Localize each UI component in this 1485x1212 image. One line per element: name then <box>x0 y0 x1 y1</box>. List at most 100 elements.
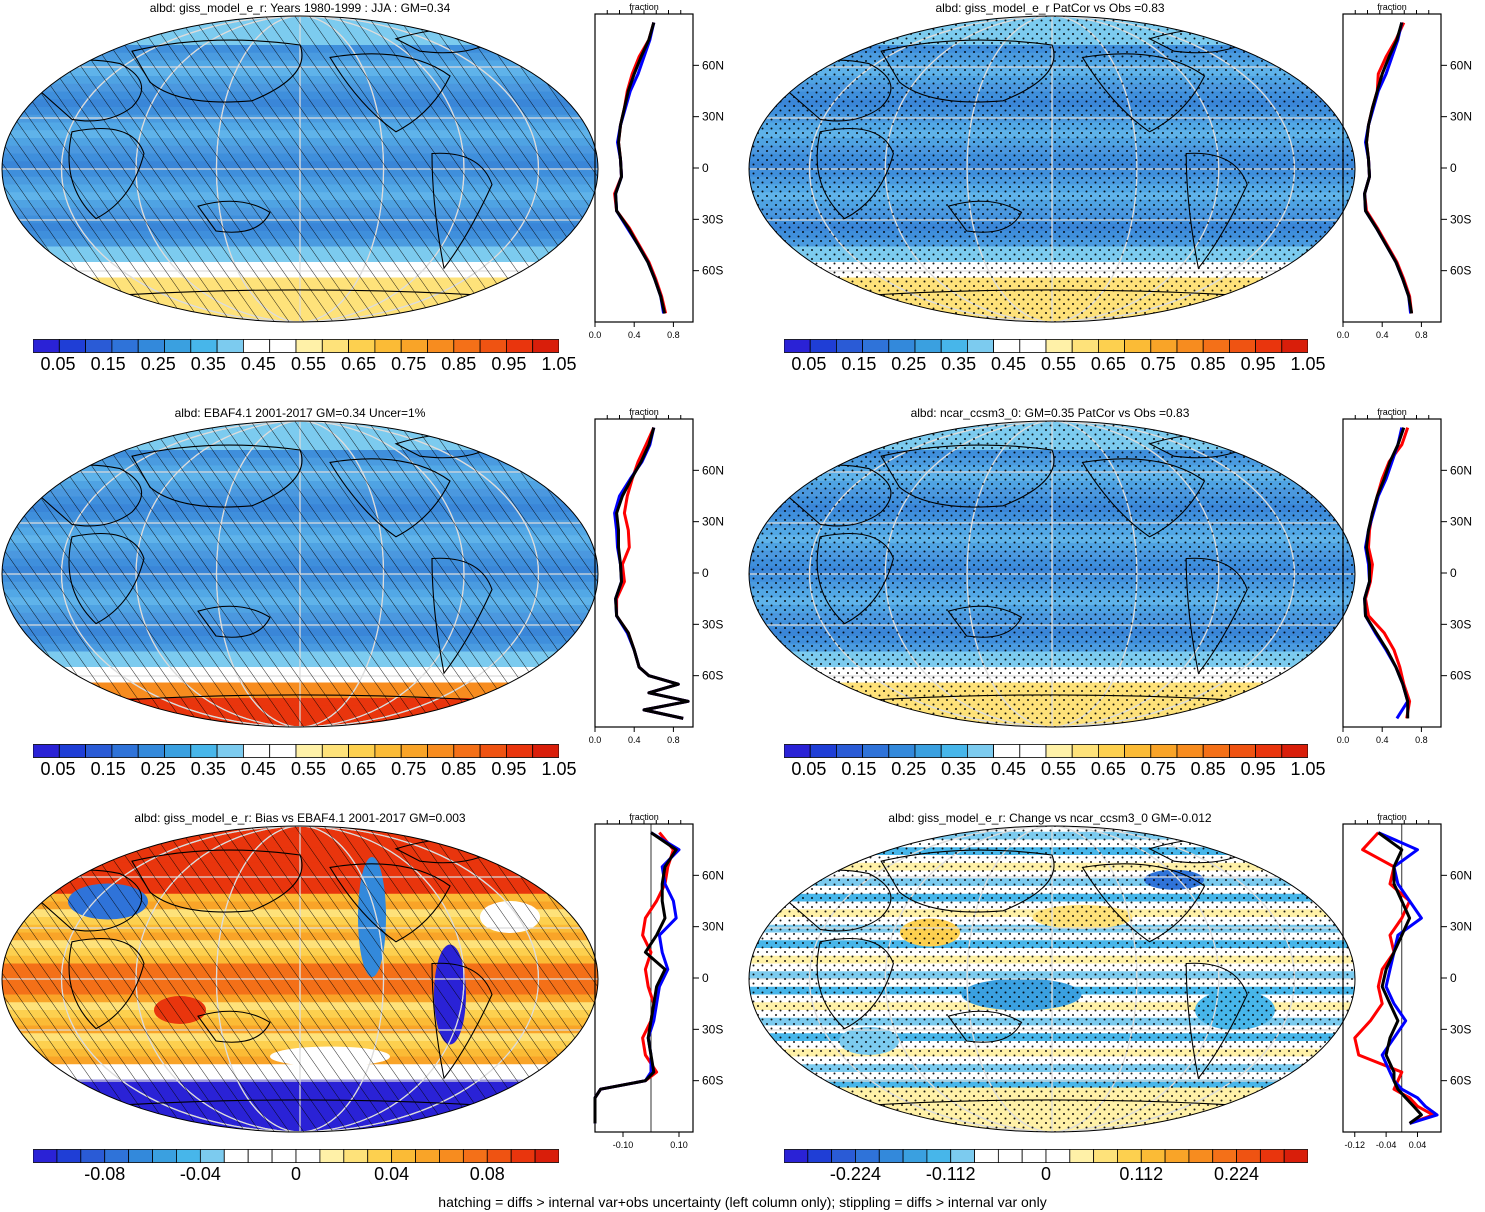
colorbar-box <box>111 339 139 353</box>
panel-4: albd: ncar_ccsm3_0: GM=0.35 PatCor vs Ob… <box>745 405 1485 785</box>
colorbar-box <box>348 744 376 758</box>
colorbar-box <box>58 744 86 758</box>
colorbar-box <box>242 744 271 758</box>
x-tick-label: 0.8 <box>667 330 680 340</box>
colorbar-tick-label: 0.05 <box>791 354 827 374</box>
colorbar-box <box>269 744 297 758</box>
panel-1: albd: giss_model_e_r: Years 1980-1999 : … <box>0 0 740 380</box>
colorbar-box <box>784 339 811 353</box>
colorbar <box>784 744 1308 758</box>
colorbar-box <box>85 744 113 758</box>
latitude-tick-label: 30S <box>1450 212 1471 226</box>
colorbar-tick-label: 0.112 <box>1119 1164 1164 1184</box>
colorbar-box <box>400 339 428 353</box>
colorbar-box <box>1281 744 1308 758</box>
latitude-tick-label: 30N <box>1450 110 1472 124</box>
colorbar <box>33 339 559 353</box>
colorbar-tick-label: 0.35 <box>190 759 226 779</box>
latitude-tick-label: 60S <box>1450 1074 1471 1088</box>
colorbar-box <box>974 1149 999 1163</box>
x-tick-label: 0.8 <box>1415 735 1428 745</box>
colorbar-tick-label: 0.95 <box>491 759 527 779</box>
colorbar-box <box>164 339 192 353</box>
latitude-tick-label: 0 <box>1450 971 1457 985</box>
colorbar-tick-label: -0.112 <box>925 1164 976 1184</box>
colorbar-box <box>1236 1149 1261 1163</box>
colorbar-box <box>888 744 916 758</box>
colorbar-box <box>809 744 837 758</box>
colorbar-tick-label: 0.15 <box>90 759 126 779</box>
colorbar-tick-label: 1.05 <box>1290 354 1326 374</box>
colorbar-box <box>33 339 60 353</box>
colorbar-box <box>1140 1149 1166 1163</box>
colorbar-tick-label: 0.15 <box>90 354 126 374</box>
latitude-tick-label: 0 <box>702 566 709 580</box>
colorbar-box <box>1164 1149 1190 1163</box>
obs-series-line <box>1363 22 1413 314</box>
colorbar-box <box>427 339 455 353</box>
x-tick-label: -0.12 <box>1345 1140 1366 1150</box>
colorbar-tick-label: 0.05 <box>40 354 76 374</box>
latitude-tick-label: 60N <box>1450 58 1472 72</box>
colorbar-box <box>1255 339 1283 353</box>
latitude-tick-label: 60S <box>1450 669 1471 683</box>
colorbar-box <box>176 1149 201 1163</box>
colorbar-box <box>862 744 890 758</box>
colorbar-tick-label: 0.85 <box>441 759 477 779</box>
colorbar-box <box>807 1149 833 1163</box>
world-map <box>1 15 599 323</box>
colorbar-box <box>510 1149 536 1163</box>
map-title: albd: giss_model_e_r PatCor vs Obs =0.83 <box>935 1 1165 15</box>
colorbar-tick-label: 0.45 <box>240 354 276 374</box>
map-field <box>2 421 598 727</box>
colorbar-tick-label: 0.04 <box>374 1164 410 1184</box>
panel-3: albd: EBAF4.1 2001-2017 GM=0.34 Uncer=1%… <box>0 405 740 785</box>
x-tick-label: 0.10 <box>670 1140 688 1150</box>
x-tick-label: 0.0 <box>589 735 602 745</box>
map-border <box>1 420 599 728</box>
colorbar-labels: 0.05 0.15 0.25 0.35 0.45 0.55 0.65 0.75 0.85 0.95… <box>33 759 577 781</box>
latitude-tick-label: 30S <box>1450 1022 1471 1036</box>
colorbar-box <box>1045 339 1073 353</box>
ref-series-line <box>1363 22 1414 314</box>
colorbar-box <box>216 744 244 758</box>
colorbar-box <box>1097 744 1125 758</box>
colorbar <box>33 1149 559 1163</box>
panel-5: albd: giss_model_e_r: Bias vs EBAF4.1 20… <box>0 810 740 1190</box>
x-tick-label: 0.0 <box>589 330 602 340</box>
zonal-profile: fraction 60N 30N 0 30S 60S 0.0 0.4 0.8 <box>1337 2 1472 340</box>
map-border <box>748 15 1356 323</box>
latitude-tick-label: 0 <box>1450 161 1457 175</box>
colorbar-box <box>56 1149 82 1163</box>
colorbar-box <box>1019 744 1047 758</box>
x-tick-label: -0.10 <box>613 1140 634 1150</box>
colorbar-box <box>269 339 297 353</box>
latitude-tick-label: 0 <box>702 971 709 985</box>
colorbar-labels: 0.05 0.15 0.25 0.35 0.45 0.55 0.65 0.75 0.85 0.95… <box>784 759 1325 781</box>
panel-6: albd: giss_model_e_r: Change vs ncar_ccs… <box>745 810 1485 1190</box>
obs-series-line <box>614 22 666 314</box>
colorbar-box <box>831 1149 856 1163</box>
colorbar-tick-label: 0.05 <box>40 759 76 779</box>
profile-title: fraction <box>629 2 659 12</box>
colorbar-box <box>1045 744 1073 758</box>
colorbar-box <box>1202 339 1230 353</box>
colorbar-box <box>1019 339 1047 353</box>
colorbar-box <box>400 744 428 758</box>
colorbar-tick-label: 0.08 <box>469 1164 505 1184</box>
colorbar-box <box>137 744 165 758</box>
colorbar-tick-label: 0.75 <box>391 759 427 779</box>
map-field <box>749 826 1355 1132</box>
map-border <box>748 825 1356 1133</box>
colorbar-tick-label: -0.08 <box>84 1164 126 1184</box>
latitude-tick-label: 60S <box>702 1074 723 1088</box>
latitude-tick-label: 30N <box>702 515 724 529</box>
colorbar-tick-label: 0.45 <box>991 354 1027 374</box>
colorbar-box <box>152 1149 177 1163</box>
map-field <box>749 16 1355 322</box>
colorbar-tick-label: 0.95 <box>491 354 527 374</box>
colorbar-tick-label: 0.55 <box>290 354 327 374</box>
colorbar-box <box>367 1149 393 1163</box>
colorbar-box <box>878 1149 904 1163</box>
latitude-tick-label: 60N <box>702 868 724 882</box>
